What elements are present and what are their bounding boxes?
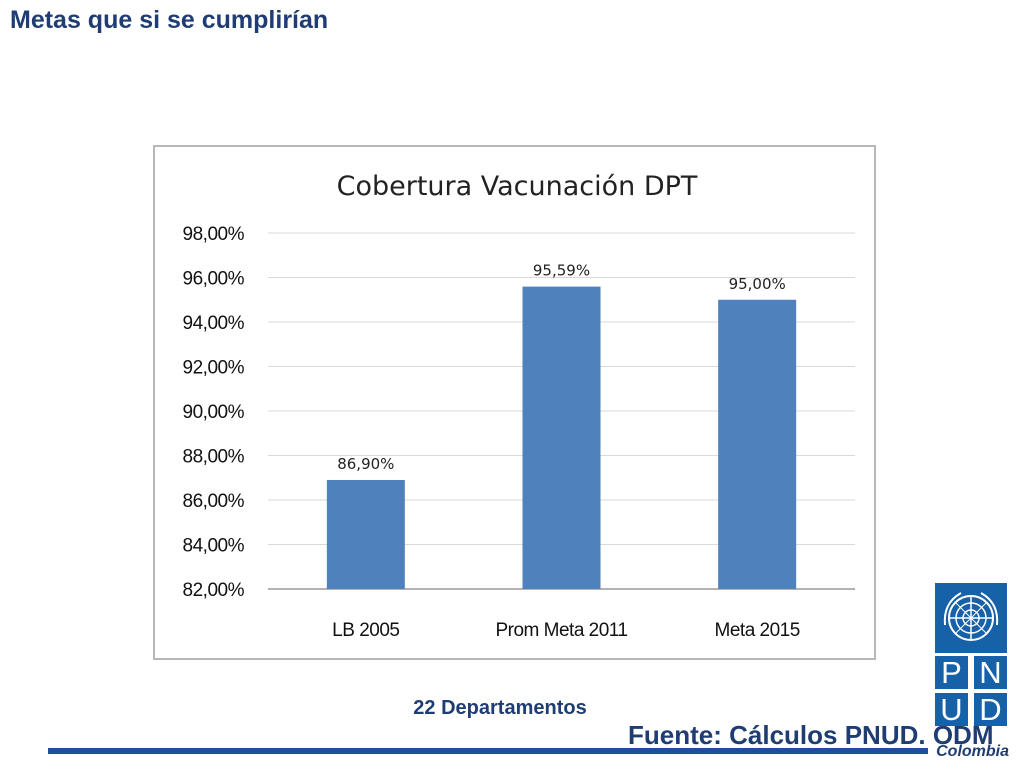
chart-title: Cobertura Vacunación DPT [337, 171, 698, 202]
x-tick-label: LB 2005 [332, 620, 399, 641]
y-tick-label: 90,00% [183, 402, 245, 423]
footer-divider [48, 748, 928, 754]
y-tick-label: 88,00% [183, 447, 245, 468]
y-tick-label: 92,00% [183, 358, 245, 379]
logo-country: Colombia [936, 743, 1009, 760]
bar-chart: Cobertura Vacunación DPT 82,00% 84,00% 86,… [183, 171, 855, 641]
y-tick-label: 98,00% [183, 224, 245, 245]
y-tick-label: 96,00% [183, 269, 245, 290]
x-tick-label: Meta 2015 [715, 620, 800, 641]
source-note: Fuente: Cálculos PNUD. ODM [628, 720, 994, 750]
data-label: 95,00% [729, 275, 786, 293]
data-label: 86,90% [337, 455, 394, 473]
slide-title: Metas que si se cumplirían [10, 6, 329, 34]
y-tick-label: 86,00% [183, 491, 245, 512]
logo-letter-n: N [974, 656, 1007, 690]
y-tick-label: 82,00% [183, 580, 245, 601]
un-emblem-icon [935, 583, 1007, 653]
bar [718, 299, 797, 589]
x-tick-label: Prom Meta 2011 [495, 620, 627, 641]
bar [522, 286, 601, 589]
departments-note: 22 Departamentos [413, 697, 587, 719]
logo-letter-u: U [935, 693, 968, 727]
y-tick-label: 94,00% [183, 313, 245, 334]
pnud-logo: P N U D Colombia [935, 583, 1009, 761]
y-tick-label: 84,00% [183, 536, 245, 557]
bar [326, 479, 405, 589]
logo-letter-d: D [974, 693, 1007, 727]
data-label: 95,59% [533, 262, 590, 280]
logo-letter-p: P [935, 656, 968, 690]
chart-area: Cobertura Vacunación DPT 82,00% 84,00% 86,… [153, 145, 876, 660]
